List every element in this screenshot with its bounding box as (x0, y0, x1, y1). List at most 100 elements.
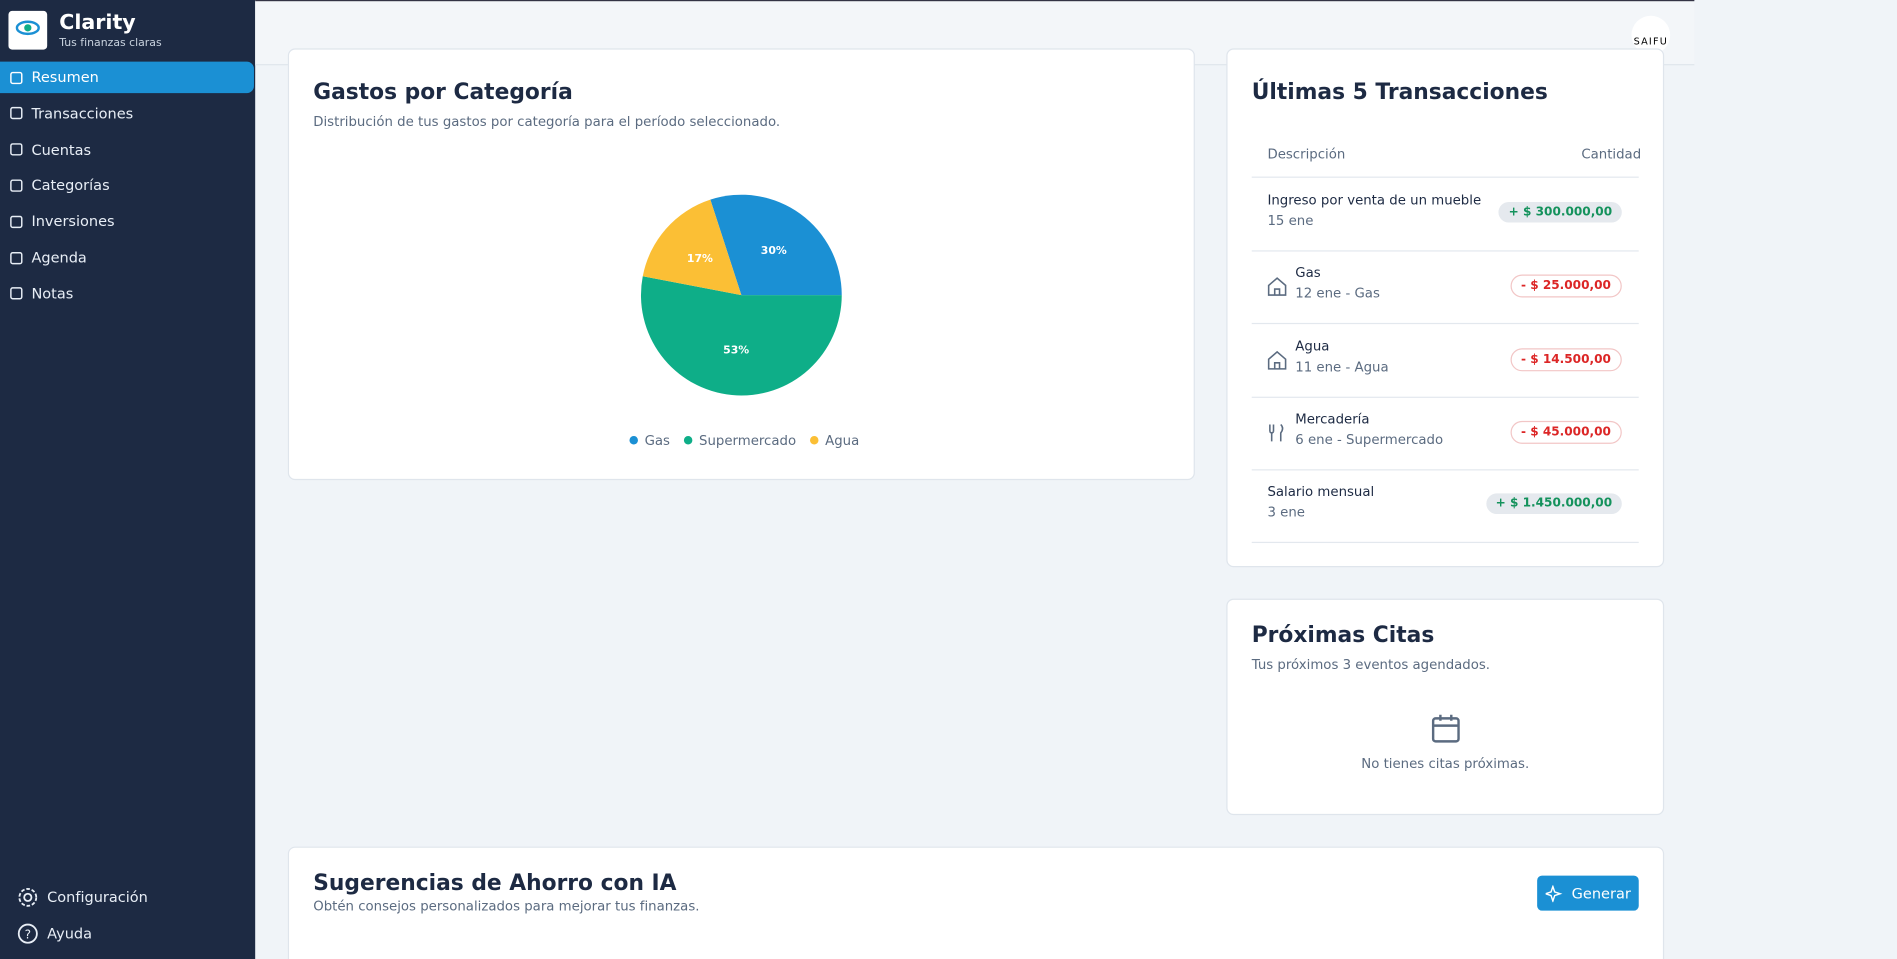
nav-label: Notas (31, 285, 74, 303)
svg-text:?: ? (25, 927, 31, 941)
settings-link[interactable]: Configuración (17, 886, 148, 908)
nav-icon (10, 143, 23, 156)
nav-icon (10, 71, 23, 84)
transaction-row: Agua 11 ene - Agua - $ 14.500,00 (1251, 324, 1639, 398)
transaction-detail: 6 ene - Supermercado (1295, 431, 1444, 448)
legend-swatch (683, 435, 693, 445)
legend-label: Agua (825, 434, 859, 449)
legend-swatch (629, 435, 638, 445)
nav-item[interactable]: Resumen (0, 61, 254, 94)
slice-label: 53% (723, 344, 749, 357)
nav-label: Cuentas (31, 141, 92, 158)
card-title: Próximas Citas (1251, 622, 1435, 649)
column-header: Descripción (1267, 146, 1346, 163)
legend-label: Supermercado (699, 434, 796, 449)
category-icon (1267, 277, 1287, 297)
card-subtitle: Distribución de tus gastos por categoría… (313, 113, 781, 130)
transactions-card: Últimas 5 Transacciones Descripción Cant… (1226, 48, 1665, 568)
category-icon (1269, 423, 1284, 442)
transaction-detail: 11 ene - Agua (1295, 358, 1389, 375)
transaction-description: Agua (1295, 338, 1330, 354)
nav-icon (10, 107, 23, 120)
transaction-amount: + $ 300.000,00 (1498, 201, 1622, 223)
nav-icon (10, 215, 23, 228)
expenses-card: Gastos por Categoría Distribución de tus… (287, 48, 1195, 481)
legend-label: Gas (645, 434, 670, 449)
icon-shape (10, 179, 23, 192)
transaction-detail: 3 ene (1267, 504, 1305, 521)
suggestions-card: Sugerencias de Ahorro con IA Obtén conse… (287, 846, 1665, 959)
nav-label: Inversiones (31, 213, 115, 231)
nav-icon (10, 179, 23, 192)
icon-shape (10, 143, 23, 156)
transaction-description: Mercadería (1295, 411, 1370, 427)
nav-item[interactable]: Inversiones (0, 206, 254, 237)
nav-item[interactable]: Notas (0, 278, 254, 309)
app-name: Clarity (59, 10, 136, 36)
transaction-row: Mercadería 6 ene - Supermercado - $ 45.000… (1251, 397, 1639, 471)
transaction-description: Gas (1295, 265, 1321, 281)
column-header: Cantidad (1581, 146, 1642, 163)
help-label: Ayuda (47, 925, 93, 943)
nav-item[interactable]: Categorías (0, 170, 254, 201)
transaction-row: Ingreso por venta de un mueble 15 ene + $ … (1251, 178, 1639, 252)
icon-shape (10, 251, 23, 264)
nav-item[interactable]: Agenda (0, 242, 254, 273)
appointments-card: Próximas Citas Tus próximos 3 eventos ag… (1226, 598, 1665, 816)
pie-slice (640, 276, 842, 396)
icon-shape (10, 107, 23, 120)
legend-swatch (810, 435, 819, 445)
slice-label: 30% (761, 244, 787, 257)
transaction-amount: + $ 1.450.000,00 (1485, 493, 1622, 515)
pie-slice (710, 194, 842, 296)
sparkle-icon (1545, 884, 1562, 902)
divider (1251, 176, 1639, 178)
nav-label: Agenda (31, 249, 87, 267)
help-icon: ? (17, 923, 38, 944)
slice-label: 17% (687, 252, 713, 265)
nav-icon (10, 251, 23, 264)
nav-label: Categorías (31, 177, 110, 194)
transaction-row: Gas 12 ene - Gas - $ 25.000,00 (1251, 251, 1639, 325)
logo (8, 10, 48, 50)
generate-button[interactable]: Generar (1537, 875, 1639, 911)
transaction-description: Ingreso por venta de un mueble (1267, 192, 1482, 209)
transaction-detail: 15 ene (1267, 212, 1314, 229)
icon-shape (10, 215, 23, 228)
logo-image (15, 20, 40, 36)
pie-chart: 30% 53% 17% Gas Supermercado Agua (629, 194, 859, 449)
sidebar: Clarity Tus finanzas claras Resumen Trans… (0, 0, 256, 959)
transaction-row: Salario mensual 3 ene + $ 1.450.000,00 (1251, 469, 1639, 544)
icon-shape (1269, 423, 1284, 442)
card-subtitle: Obtén consejos personalizados para mejor… (313, 898, 700, 915)
settings-label: Configuración (47, 888, 148, 906)
card-title: Gastos por Categoría (313, 79, 573, 106)
icon-shape (10, 287, 23, 300)
button-label: Generar (1571, 884, 1631, 902)
card-title: Últimas 5 Transacciones (1251, 79, 1548, 106)
icon-shape (10, 71, 23, 84)
settings-icon (18, 888, 38, 907)
nav-icon (10, 287, 23, 300)
help-link[interactable]: ? Ayuda (17, 923, 92, 945)
nav-item[interactable]: Cuentas (0, 134, 254, 165)
transaction-amount: - $ 14.500,00 (1510, 347, 1622, 371)
card-title: Sugerencias de Ahorro con IA (313, 870, 677, 897)
transaction-detail: 12 ene - Gas (1295, 285, 1380, 302)
category-icon (1267, 350, 1287, 370)
nav-label: Resumen (31, 68, 99, 86)
nav-item[interactable]: Transacciones (0, 98, 254, 129)
transaction-amount: - $ 25.000,00 (1510, 274, 1622, 298)
empty-message: No tienes citas próximas. (1361, 755, 1530, 772)
icon-shape (1267, 350, 1287, 370)
transaction-description: Salario mensual (1267, 483, 1375, 500)
avatar[interactable]: SAIFU (1631, 15, 1671, 55)
calendar-icon (1431, 714, 1460, 743)
nav-label: Transacciones (31, 104, 134, 122)
pie-slice (642, 199, 742, 296)
card-subtitle: Tus próximos 3 eventos agendados. (1251, 656, 1491, 673)
tagline: Tus finanzas claras (59, 37, 162, 50)
icon-shape (1267, 277, 1287, 297)
